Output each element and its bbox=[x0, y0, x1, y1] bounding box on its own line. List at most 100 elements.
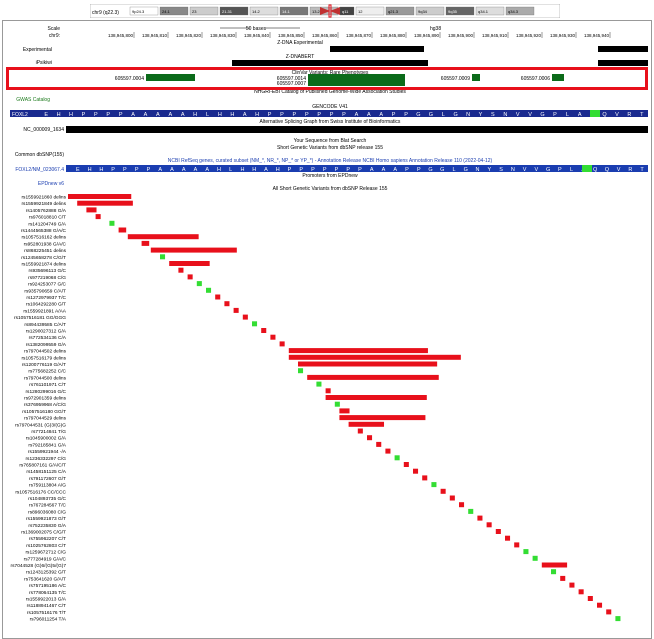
snp-variant-mark[interactable] bbox=[233, 307, 239, 313]
snp-variant-mark[interactable] bbox=[298, 361, 438, 367]
snp-variant-mark[interactable] bbox=[615, 616, 621, 622]
snp-variant-mark[interactable] bbox=[307, 374, 439, 380]
snp-variant-mark[interactable] bbox=[242, 314, 248, 320]
snp-variant-mark[interactable] bbox=[316, 381, 322, 387]
refseq-amino-acid: A bbox=[370, 167, 374, 173]
snp-variant-mark[interactable] bbox=[413, 468, 419, 474]
snp-variant-mark[interactable] bbox=[357, 428, 363, 434]
snp-variant-mark[interactable] bbox=[150, 247, 237, 253]
zdna-experimental-bar[interactable] bbox=[330, 46, 424, 52]
snp-variant-mark[interactable] bbox=[403, 462, 409, 467]
snp-variant-mark[interactable] bbox=[348, 421, 385, 427]
snp-variant-mark[interactable] bbox=[422, 475, 428, 481]
snp-variant-mark[interactable] bbox=[224, 301, 230, 307]
snp-variant-mark[interactable] bbox=[449, 495, 455, 501]
snp-variant-mark[interactable] bbox=[578, 589, 584, 595]
zdna-experimental-bar[interactable] bbox=[598, 46, 648, 52]
ruler-tick-label: 138,945,850 bbox=[278, 33, 304, 38]
refseq-label: FOXL2/NM_023067.4 bbox=[15, 167, 64, 173]
snp-variant-mark[interactable] bbox=[261, 328, 267, 333]
ideogram-band[interactable] bbox=[415, 6, 445, 16]
ideogram-band-label: q21.3 bbox=[388, 9, 399, 14]
snp-variant-mark[interactable] bbox=[298, 368, 304, 374]
snp-variant-mark[interactable] bbox=[196, 281, 202, 287]
snp-variant-mark[interactable] bbox=[551, 569, 557, 575]
snp-variant-mark[interactable] bbox=[394, 455, 400, 461]
snp-label: rs894439585 C/A/T bbox=[24, 322, 66, 328]
snp-variant-mark[interactable] bbox=[477, 515, 483, 521]
ideogram-band[interactable] bbox=[129, 6, 159, 16]
ideogram-band[interactable] bbox=[279, 6, 309, 16]
snp-variant-mark[interactable] bbox=[252, 321, 258, 327]
snp-variant-mark[interactable] bbox=[169, 261, 210, 266]
snp-variant-mark[interactable] bbox=[514, 542, 520, 548]
ideogram-band[interactable] bbox=[219, 6, 249, 16]
snp-variant-mark[interactable] bbox=[376, 441, 382, 447]
snp-variant-mark[interactable] bbox=[367, 435, 373, 441]
refseq-gene-bar[interactable] bbox=[66, 165, 648, 172]
snp-variant-mark[interactable] bbox=[597, 602, 603, 608]
snp-variant-mark[interactable] bbox=[187, 274, 193, 280]
snp-variant-mark[interactable] bbox=[270, 334, 276, 340]
snp-variant-mark[interactable] bbox=[486, 522, 492, 528]
snp-variant-mark[interactable] bbox=[385, 448, 391, 454]
clinvar-variant-bar[interactable] bbox=[472, 74, 480, 81]
snp-variant-mark[interactable] bbox=[459, 502, 465, 508]
amino-acid-label: Q bbox=[602, 112, 607, 118]
snp-variant-mark[interactable] bbox=[325, 395, 427, 400]
snp-variant-mark[interactable] bbox=[334, 401, 340, 407]
clinvar-variant-bar[interactable] bbox=[308, 74, 405, 81]
zdnabert-bar[interactable] bbox=[232, 60, 428, 66]
gencode-gene-bar[interactable] bbox=[10, 110, 648, 117]
ideogram-band[interactable] bbox=[385, 6, 415, 16]
zdnabert-bar[interactable] bbox=[598, 60, 648, 66]
snp-variant-mark[interactable] bbox=[206, 287, 212, 293]
snp-variant-mark[interactable] bbox=[532, 555, 538, 561]
snp-variant-mark[interactable] bbox=[560, 575, 566, 581]
clinvar-variant-bar[interactable] bbox=[146, 74, 195, 81]
snp-variant-mark[interactable] bbox=[523, 549, 529, 555]
snp-variant-mark[interactable] bbox=[569, 582, 575, 588]
ideogram-band[interactable] bbox=[475, 6, 505, 16]
snp-variant-mark[interactable] bbox=[68, 194, 132, 199]
snp-variant-mark[interactable] bbox=[431, 482, 437, 488]
ideogram-band[interactable] bbox=[159, 6, 189, 16]
ideogram-band[interactable] bbox=[189, 6, 219, 16]
snp-variant-mark[interactable] bbox=[440, 488, 446, 494]
snp-variant-mark[interactable] bbox=[468, 508, 474, 514]
snp-variant-mark[interactable] bbox=[339, 408, 350, 414]
snp-variant-mark[interactable] bbox=[141, 240, 150, 246]
snp-variant-mark[interactable] bbox=[339, 415, 426, 421]
snp-variant-mark[interactable] bbox=[127, 234, 199, 240]
clinvar-variant-bar[interactable] bbox=[308, 81, 405, 86]
snp-variant-mark[interactable] bbox=[288, 348, 428, 354]
snp-variant-mark[interactable] bbox=[279, 341, 285, 347]
refseq-amino-acid: P bbox=[417, 167, 421, 173]
ideogram-band[interactable] bbox=[505, 6, 535, 16]
snp-variant-mark[interactable] bbox=[215, 294, 221, 300]
snp-variant-mark[interactable] bbox=[77, 200, 133, 206]
chromosome-ideogram[interactable]: chr9 (q22.3) 9p24.3 24.1 23 21.31 14.2 14.1 13… bbox=[90, 4, 560, 18]
snp-variant-mark[interactable] bbox=[495, 529, 501, 534]
snp-variant-mark[interactable] bbox=[160, 254, 166, 260]
ideogram-band[interactable] bbox=[445, 6, 475, 16]
clinvar-variant-bar[interactable] bbox=[552, 74, 564, 81]
snp-variant-mark[interactable] bbox=[505, 535, 511, 541]
snp-variant-mark[interactable] bbox=[606, 609, 612, 615]
snp-variant-mark[interactable] bbox=[95, 214, 101, 220]
snp-variant-mark[interactable] bbox=[109, 220, 115, 226]
amino-acid-label: A bbox=[181, 112, 185, 118]
alt-splice-bar[interactable] bbox=[66, 126, 648, 133]
snp-label: rs797044531 (G)3/(G)G bbox=[15, 422, 66, 428]
snp-variant-mark[interactable] bbox=[118, 227, 127, 233]
snp-variant-mark[interactable] bbox=[86, 207, 97, 213]
snp-variant-mark[interactable] bbox=[541, 562, 568, 568]
refseq-amino-acid: G bbox=[464, 167, 468, 173]
snp-variant-mark[interactable] bbox=[178, 267, 184, 273]
snp-variant-mark[interactable] bbox=[288, 354, 461, 360]
snp-variant-mark[interactable] bbox=[325, 388, 331, 394]
ideogram-band[interactable] bbox=[249, 6, 279, 16]
ideogram-band[interactable] bbox=[355, 6, 385, 16]
snp-variant-mark[interactable] bbox=[587, 596, 593, 601]
